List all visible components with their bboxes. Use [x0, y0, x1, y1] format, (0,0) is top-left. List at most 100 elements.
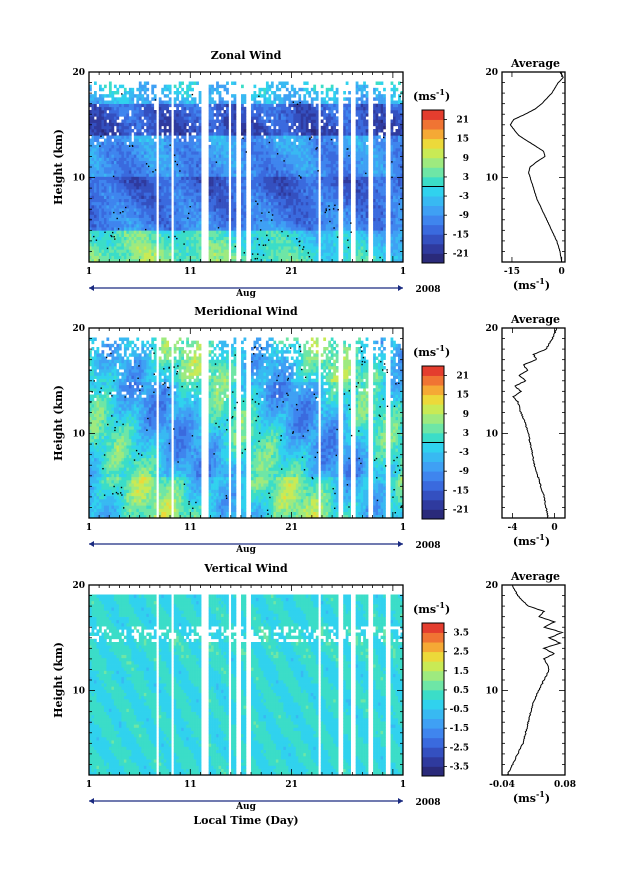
average-x-tick-label: 0	[559, 267, 565, 277]
colorbar: 3.5 2.5 1.5 0.5 -0.5 -1.5 -2.5 -3.5 (ms-1)	[413, 600, 469, 777]
average-profile-line	[512, 327, 558, 519]
contour-dots	[93, 93, 401, 260]
average-frame	[501, 584, 566, 776]
y-tick-label: 10	[485, 687, 498, 697]
x-tick-label: 1	[86, 780, 92, 790]
colorbar-tick-label: 2.5	[453, 648, 469, 658]
axis-ticks	[88, 327, 404, 519]
colorbar-tick-label: 15	[456, 135, 469, 145]
y-tick-label: 20	[485, 581, 498, 591]
colorbar-tick-label: -9	[459, 211, 469, 221]
y-tick-label: 10	[485, 174, 498, 184]
average-unit-label: (ms-1)	[513, 789, 550, 805]
colorbar-tick-label: 9	[463, 154, 469, 164]
x-tick-label: 11	[184, 780, 197, 790]
colorbar-tick-label: -3	[459, 192, 469, 202]
colorbar-tick-label: -3.5	[450, 762, 469, 772]
average-profile: Average 20 10 -4 0(ms-1)	[485, 313, 566, 548]
month-label: Aug	[235, 289, 257, 299]
heatmap-zonal	[89, 81, 404, 263]
colorbar-tick-label: -9	[459, 467, 469, 477]
average-profile-line	[509, 71, 564, 263]
average-x-tick-label: 0	[551, 523, 557, 533]
x-tick-label: 11	[184, 523, 197, 533]
average-profile: Average 20 10 -15 0 (ms-1)	[485, 57, 566, 292]
average-title: Average	[510, 313, 560, 326]
colorbar-tick-label: 21	[456, 116, 469, 126]
x-tick-label: 1	[86, 267, 92, 277]
colorbar-tick-label: 3.5	[453, 629, 469, 639]
average-ticks	[501, 584, 566, 776]
y-tick-label: 10	[72, 687, 85, 697]
average-title: Average	[510, 570, 560, 583]
y-tick-label: 10	[72, 430, 85, 440]
y-tick-label: 20	[72, 581, 85, 591]
unit-label: (ms-1)	[413, 600, 450, 616]
x-tick-label: 21	[285, 523, 298, 533]
x-axis-label: Local Time (Day)	[193, 814, 298, 827]
unit-label: (ms-1)	[413, 87, 450, 103]
x-tick-label: 1	[400, 267, 406, 277]
month-axis-arrow	[89, 285, 94, 291]
average-x-tick-label: 0.08	[554, 780, 576, 790]
average-frame	[501, 71, 566, 263]
month-axis-arrow	[89, 798, 94, 804]
colorbar: 21 15 9 3 -3 -9 -15 -21 (ms-1)	[413, 87, 469, 264]
year-label: 2008	[415, 285, 440, 295]
panel-title: Zonal Wind	[211, 49, 282, 62]
y-tick-label: 10	[485, 430, 498, 440]
average-ticks	[502, 71, 565, 263]
year-label: 2008	[415, 541, 440, 551]
average-x-tick-label: -0.04	[489, 780, 515, 790]
colorbar: 21 15 9 3 -3 -9 -15 -21 (ms-1)	[413, 343, 469, 520]
colorbar-frame	[421, 622, 445, 777]
colorbar-tick-label: 0.5	[453, 686, 469, 696]
colorbar-tick-label: -0.5	[450, 705, 469, 715]
y-tick-label: 20	[485, 324, 498, 334]
colorbar-tick-label: 1.5	[453, 667, 469, 677]
heatmap-vertical	[89, 594, 404, 776]
panel-title: Vertical Wind	[203, 562, 288, 575]
colorbar-tick-label: -21	[453, 249, 469, 259]
x-tick-label: 1	[400, 523, 406, 533]
y-axis-label: Height (km)	[52, 385, 65, 461]
contour-dots	[89, 346, 404, 515]
average-ticks	[502, 327, 565, 519]
average-x-tick-label: -15	[504, 267, 520, 277]
y-axis-label: Height (km)	[52, 129, 65, 205]
x-tick-label: 21	[285, 780, 298, 790]
axis-ticks	[88, 71, 404, 263]
month-axis-arrow	[89, 541, 94, 547]
colorbar-tick-label: 15	[456, 391, 469, 401]
y-tick-label: 10	[72, 174, 85, 184]
average-profile-line	[506, 584, 564, 776]
x-tick-label: 11	[184, 267, 197, 277]
month-axis-arrow	[398, 541, 403, 547]
colorbar-tick-label: 21	[456, 372, 469, 382]
month-label: Aug	[235, 802, 257, 812]
average-profile: Average 20 10 -0.04 0.08 (ms-1)	[485, 570, 575, 805]
colorbar-tick-label: -15	[453, 486, 469, 496]
average-frame	[501, 327, 566, 519]
y-axis-label: Height (km)	[52, 642, 65, 718]
average-unit-label: (ms-1)	[513, 532, 550, 548]
colorbar-tick-label: -2.5	[450, 743, 469, 753]
y-tick-label: 20	[72, 324, 85, 334]
x-tick-label: 1	[86, 523, 92, 533]
y-tick-label: 20	[485, 68, 498, 78]
colorbar-tick-label: -3	[459, 448, 469, 458]
month-axis-arrow	[398, 285, 403, 291]
axis-ticks	[88, 584, 404, 776]
year-label: 2008	[415, 798, 440, 808]
colorbar-tick-label: -1.5	[450, 724, 469, 734]
y-tick-label: 20	[72, 68, 85, 78]
colorbar-tick-label: 9	[463, 410, 469, 420]
colorbar-tick-label: 3	[463, 173, 469, 183]
month-label: Aug	[235, 545, 257, 555]
panel-title: Meridional Wind	[194, 305, 298, 318]
average-title: Average	[510, 57, 560, 70]
unit-label: (ms-1)	[413, 343, 450, 359]
